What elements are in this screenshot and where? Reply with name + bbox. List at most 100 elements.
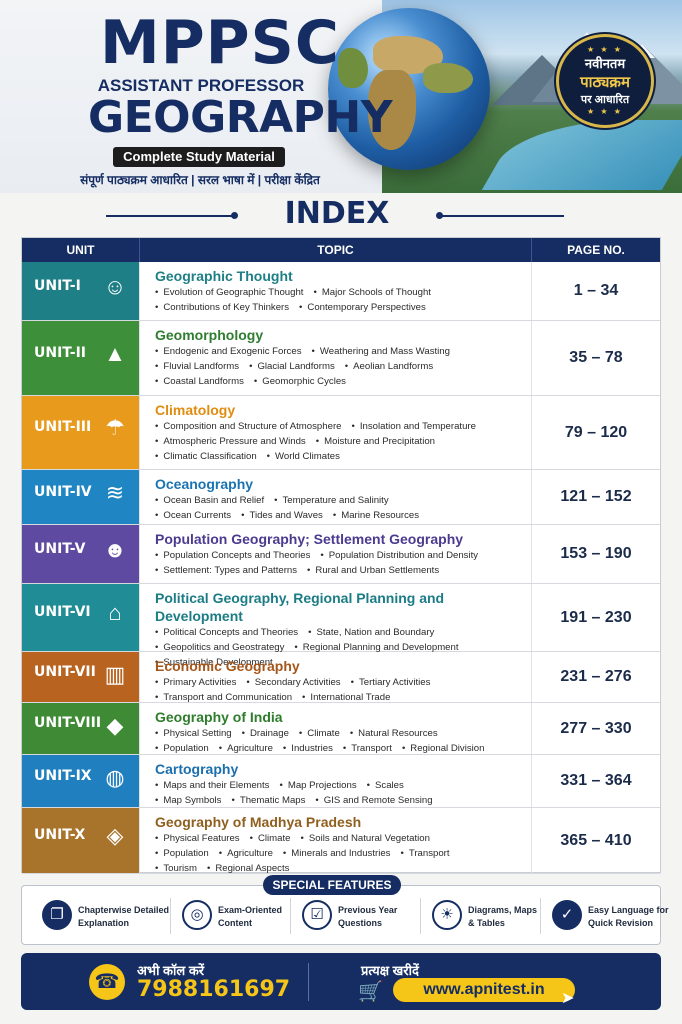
- syllabus-seal: ★ ★ ★ नवीनतम पाठ्यक्रम पर आधारित ★ ★ ★: [556, 34, 654, 128]
- subtopic-line: Tourism Regional Aspects: [155, 861, 531, 876]
- feature-line-2: Quick Revision: [588, 918, 654, 928]
- subtopic-line: Physical Setting Drainage Climate Natural R…: [155, 726, 531, 741]
- title-geography: GEOGRAPHY: [88, 92, 393, 143]
- people-group-icon: ☻: [103, 537, 127, 562]
- subtopic-item: Tourism: [155, 863, 197, 874]
- subtopic-item: Atmospheric Pressure and Winds: [155, 436, 306, 447]
- feature-line-2: & Tables: [468, 918, 505, 928]
- subtopic-line: Sustainable Development: [155, 655, 531, 670]
- feature-line-1: Easy Language for: [588, 905, 669, 915]
- subtopic-line: Population Agriculture Industries Transport…: [155, 741, 531, 756]
- table-row: UNIT-VI ⌂ Political Geography, Regional Pl…: [22, 584, 660, 668]
- phone-icon[interactable]: ☎: [89, 964, 125, 1000]
- feature-item: ✓ Easy Language for Quick Revision: [552, 900, 670, 934]
- subtopic-line: Composition and Structure of Atmosphere I…: [155, 419, 531, 434]
- subtopic-line: Ocean Currents Tides and Waves Marine Reso…: [155, 508, 531, 523]
- topic-title: Geographic Thought: [155, 268, 293, 284]
- seal-line-3: पर आधारित: [580, 94, 630, 106]
- subtopic-item: Agriculture: [219, 848, 273, 859]
- subtopic-line: Political Concepts and Theories State, Na…: [155, 625, 531, 640]
- subtopic-line: Endogenic and Exogenic Forces Weathering …: [155, 344, 531, 359]
- topic-title: Cartography: [155, 761, 239, 777]
- feature-item: ☑ Previous Year Questions: [302, 900, 420, 934]
- subtopic-item: International Trade: [302, 692, 390, 703]
- feature-text: Exam-Oriented Content: [218, 904, 282, 930]
- unit-label: UNIT-II: [34, 345, 87, 361]
- topic-title: Political Geography, Regional Planning a…: [155, 590, 445, 624]
- subtopic-item: Regional Aspects: [207, 863, 290, 874]
- index-heading-row: INDEX: [0, 196, 682, 234]
- seal-line-1: नवीनतम: [584, 56, 626, 71]
- subtopic-line: Climatic Classification World Climates: [155, 449, 531, 464]
- weather-cloud-icon: ☂: [105, 415, 125, 440]
- subtopic-item: Transport and Communication: [155, 692, 292, 703]
- subtopic-item: Regional Division: [402, 743, 484, 754]
- page-range: 191 – 230: [531, 584, 660, 651]
- subtopic-item: Contemporary Perspectives: [299, 302, 426, 313]
- tagline: संपूर्ण पाठ्यक्रम आधारित | सरल भाषा में …: [80, 173, 320, 187]
- subtopic-item: Temperature and Salinity: [274, 495, 388, 506]
- subtopic-item: Insolation and Temperature: [351, 421, 475, 432]
- unit-cell: UNIT-I ☺: [22, 262, 139, 320]
- special-features-box: ❐ Chapterwise Detailed Explanation ◎ Exam-Or…: [21, 885, 669, 945]
- subtopic-line: Map Symbols Thematic Maps GIS and Remote S…: [155, 793, 531, 808]
- title-assistant-professor: ASSISTANT PROFESSOR: [97, 76, 305, 95]
- topic-title: Geomorphology: [155, 327, 264, 343]
- column-header-unit: UNIT: [66, 243, 95, 257]
- subtopic-item: Primary Activities: [155, 677, 236, 688]
- topic-cell: GeomorphologyEndogenic and Exogenic Forc…: [139, 321, 531, 395]
- page-range: 331 – 364: [531, 755, 660, 807]
- unit-cell: UNIT-IV ≋: [22, 470, 139, 524]
- page-range: 277 – 330: [531, 703, 660, 754]
- page-range: 365 – 410: [531, 808, 660, 873]
- subtopic-line: Fluvial Landforms Glacial Landforms Aeolia…: [155, 359, 531, 374]
- seal-stars-top: ★ ★ ★: [587, 45, 623, 54]
- bar-chart-growth-icon: ▥: [104, 662, 126, 687]
- table-row: UNIT-VII▥Economic GeographyPrimary Activ…: [22, 652, 660, 703]
- subtopic-item: Scales: [367, 780, 404, 791]
- subtopic-item: Rural and Urban Settlements: [307, 565, 439, 576]
- subtopic-item: Climate: [250, 833, 291, 844]
- unit-label: UNIT-X: [34, 827, 86, 843]
- subtopic-item: Geopolitics and Geostrategy: [155, 642, 284, 653]
- feature-divider: [420, 898, 421, 934]
- globe-grid-icon: ◍: [105, 765, 125, 790]
- subtopic-item: Aeolian Landforms: [345, 361, 433, 372]
- table-row: UNIT-III☂ClimatologyComposition and Stru…: [22, 396, 660, 470]
- subtopic-item: Composition and Structure of Atmosphere: [155, 421, 341, 432]
- subtopic-item: Marine Resources: [333, 510, 419, 521]
- feature-text: Easy Language for Quick Revision: [588, 904, 669, 930]
- unit-label: UNIT-VII: [34, 664, 96, 680]
- subtopic-line: Geopolitics and Geostrategy Regional Plan…: [155, 640, 531, 655]
- subtopic-item: Glacial Landforms: [249, 361, 335, 372]
- phone-number[interactable]: 7988161697: [137, 977, 291, 1002]
- madhya-pradesh-map-icon: ◈: [106, 823, 124, 848]
- page-range: 1 – 34: [531, 262, 660, 320]
- shopping-cart-icon: 🛒: [358, 981, 383, 1003]
- feature-line-1: Exam-Oriented: [218, 905, 283, 915]
- subtopic-item: Evolution of Geographic Thought: [155, 287, 303, 298]
- subtopic-line: Population Concepts and Theories Populati…: [155, 548, 531, 563]
- unit-label: UNIT-I: [34, 278, 81, 294]
- table-row: UNIT-IV≋OceanographyOcean Basin and Reli…: [22, 470, 660, 525]
- feature-divider: [170, 898, 171, 934]
- feature-item: ❐ Chapterwise Detailed Explanation: [42, 900, 169, 934]
- divider-left: [106, 215, 234, 217]
- website-link[interactable]: www.apnitest.in: [393, 978, 575, 1002]
- column-header-topic: TOPIC: [139, 238, 531, 262]
- unit-label: UNIT-IV: [34, 484, 92, 500]
- mountain-icon: ▲: [104, 341, 126, 366]
- topic-cell: Population Geography; Settlement Geograp…: [139, 525, 531, 583]
- subtopic-item: Regional Planning and Development: [294, 642, 458, 653]
- topic-cell: Geography of India Physical Setting Draina…: [139, 703, 531, 754]
- subtopic-item: Soils and Natural Vegetation: [301, 833, 430, 844]
- subtopic-item: World Climates: [267, 451, 340, 462]
- subtopic-item: State, Nation and Boundary: [308, 627, 434, 638]
- call-now-label: अभी कॉल करें: [137, 963, 205, 978]
- table-row: UNIT-IX◍CartographyMaps and their Elemen…: [22, 755, 660, 808]
- subtopic-item: Moisture and Precipitation: [316, 436, 435, 447]
- index-title: INDEX: [284, 196, 390, 231]
- subtopic-item: Fluvial Landforms: [155, 361, 239, 372]
- brain-head-icon: ☺: [103, 274, 127, 299]
- unit-cell: UNIT-IX ◍: [22, 755, 139, 807]
